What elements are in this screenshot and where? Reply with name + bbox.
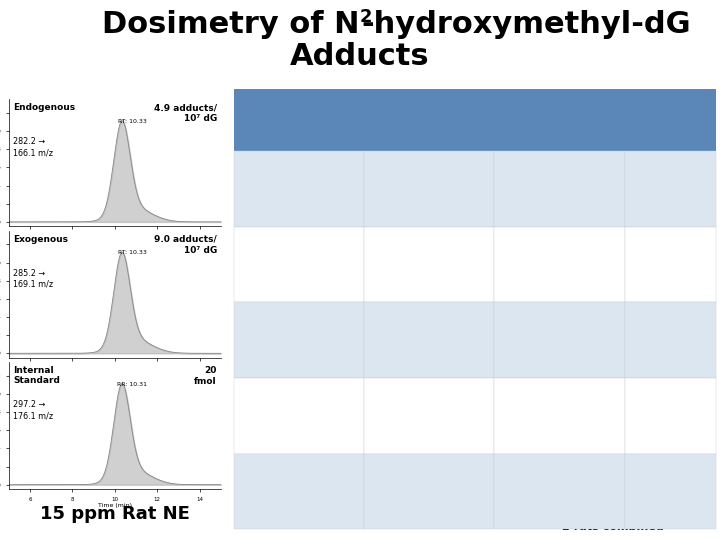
Text: 4.9 adducts/
10⁷ dG: 4.9 adducts/ 10⁷ dG xyxy=(154,103,217,123)
Text: 2.03±0.43: 2.03±0.43 xyxy=(389,408,469,423)
Text: 7: 7 xyxy=(552,109,558,119)
Text: 282.2 →
166.1 m/z: 282.2 → 166.1 m/z xyxy=(13,138,53,158)
Text: 0.039±0.019: 0.039±0.019 xyxy=(379,181,480,197)
Text: 5: 5 xyxy=(666,408,675,423)
Text: Endogenous: Endogenous xyxy=(13,103,75,112)
Text: adducts/10: adducts/10 xyxy=(347,112,422,125)
Text: 5: 5 xyxy=(666,484,675,499)
Text: 15.2±2.1: 15.2±2.1 xyxy=(264,484,334,499)
Text: Internal
Standard: Internal Standard xyxy=(13,366,60,386)
Text: 11.15±3.01: 11.15±3.01 xyxy=(384,484,474,499)
Text: 5.51±1.06: 5.51±1.06 xyxy=(519,333,600,348)
Text: 4: 4 xyxy=(666,333,675,348)
Text: 9.1±2.2: 9.1±2.2 xyxy=(269,408,330,423)
Text: 9.0 adducts/
10⁷ dG: 9.0 adducts/ 10⁷ dG xyxy=(154,234,217,255)
Text: RR: 10.31: RR: 10.31 xyxy=(117,382,148,387)
Text: Exogenous: Exogenous xyxy=(393,94,466,107)
Text: 285.2 →
169.1 m/z: 285.2 → 169.1 m/z xyxy=(13,269,53,289)
Text: (ppm): (ppm) xyxy=(279,127,319,140)
Text: Dosimetry of N: Dosimetry of N xyxy=(102,10,360,39)
Text: 3.62±1.33: 3.62±1.33 xyxy=(519,181,600,197)
Text: 7: 7 xyxy=(422,109,428,119)
Text: 3.41±0.46: 3.41±0.46 xyxy=(519,408,600,423)
Text: 3*: 3* xyxy=(662,181,679,197)
Text: 0.19±0.08: 0.19±0.08 xyxy=(390,257,469,272)
Text: -hydroxymethyl-dG: -hydroxymethyl-dG xyxy=(361,10,691,39)
Text: adducts/10: adducts/10 xyxy=(477,112,552,125)
Text: 6.09±3.03: 6.09±3.03 xyxy=(519,257,600,272)
Text: 1.04±0.24: 1.04±0.24 xyxy=(390,333,469,348)
Text: 5.8±0.5: 5.8±0.5 xyxy=(269,333,330,348)
Text: 4.24±0.92: 4.24±0.92 xyxy=(519,484,600,499)
Text: Adducts: Adducts xyxy=(290,42,430,71)
Text: Exposure: Exposure xyxy=(269,105,330,118)
X-axis label: Time (min): Time (min) xyxy=(98,503,132,508)
Text: Endogenous: Endogenous xyxy=(518,94,600,107)
Text: 2.0±0.1: 2.0±0.1 xyxy=(269,257,330,272)
Text: RT: 10.33: RT: 10.33 xyxy=(118,250,147,255)
Text: 297.2 →
176.1 m/z: 297.2 → 176.1 m/z xyxy=(13,400,53,420)
Text: Exogenous: Exogenous xyxy=(13,234,68,244)
Text: *4-6 rats combined: *4-6 rats combined xyxy=(546,507,665,516)
Text: n: n xyxy=(666,113,675,127)
Text: 20
fmol: 20 fmol xyxy=(194,366,217,386)
Text: 0.7±0.2: 0.7±0.2 xyxy=(269,181,330,197)
Text: ** 2 rats combined: ** 2 rats combined xyxy=(546,522,664,531)
Text: dG: dG xyxy=(420,131,438,144)
Text: dG: dG xyxy=(550,131,569,144)
Text: 2: 2 xyxy=(360,8,372,26)
Text: RT: 10.33: RT: 10.33 xyxy=(118,119,147,124)
Text: 4**: 4** xyxy=(658,257,683,272)
Text: 15 ppm Rat NE: 15 ppm Rat NE xyxy=(40,505,190,523)
